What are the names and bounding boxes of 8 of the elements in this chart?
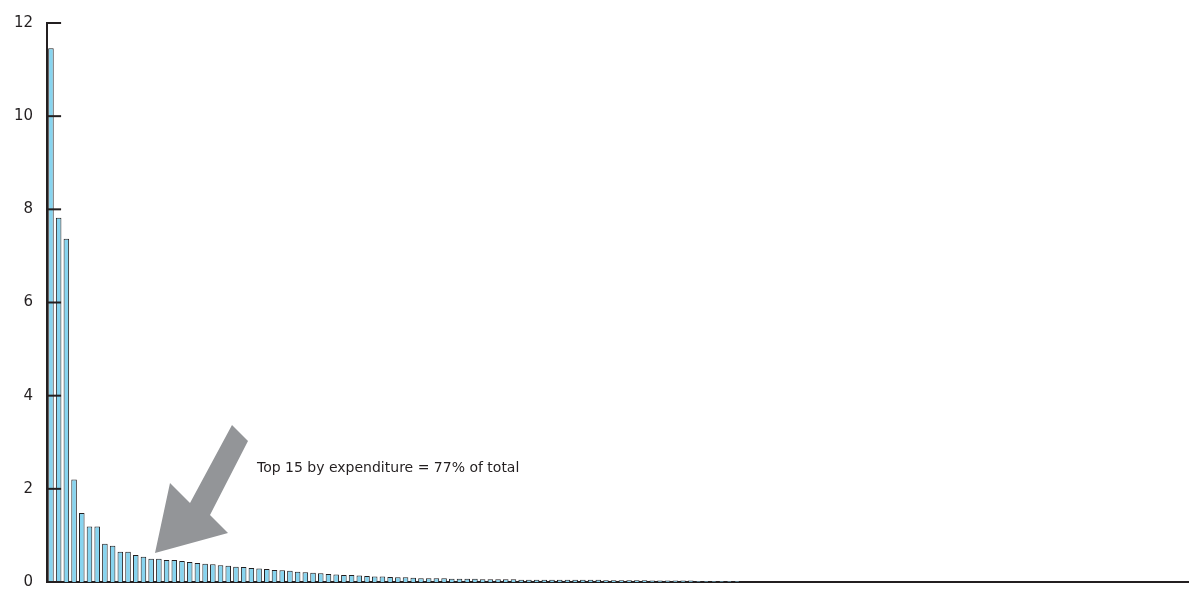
y-tick-label: 0 bbox=[23, 571, 34, 590]
y-tick-label: 2 bbox=[23, 478, 34, 497]
y-tick-label: 12 bbox=[13, 12, 34, 31]
y-tick-label: 8 bbox=[23, 199, 34, 218]
annotation: Top 15 by expenditure = 77% of total bbox=[256, 458, 520, 475]
y-tick-label: 4 bbox=[23, 385, 34, 404]
y-tick-label: 6 bbox=[23, 292, 34, 311]
y-tick-label: 10 bbox=[13, 106, 34, 125]
